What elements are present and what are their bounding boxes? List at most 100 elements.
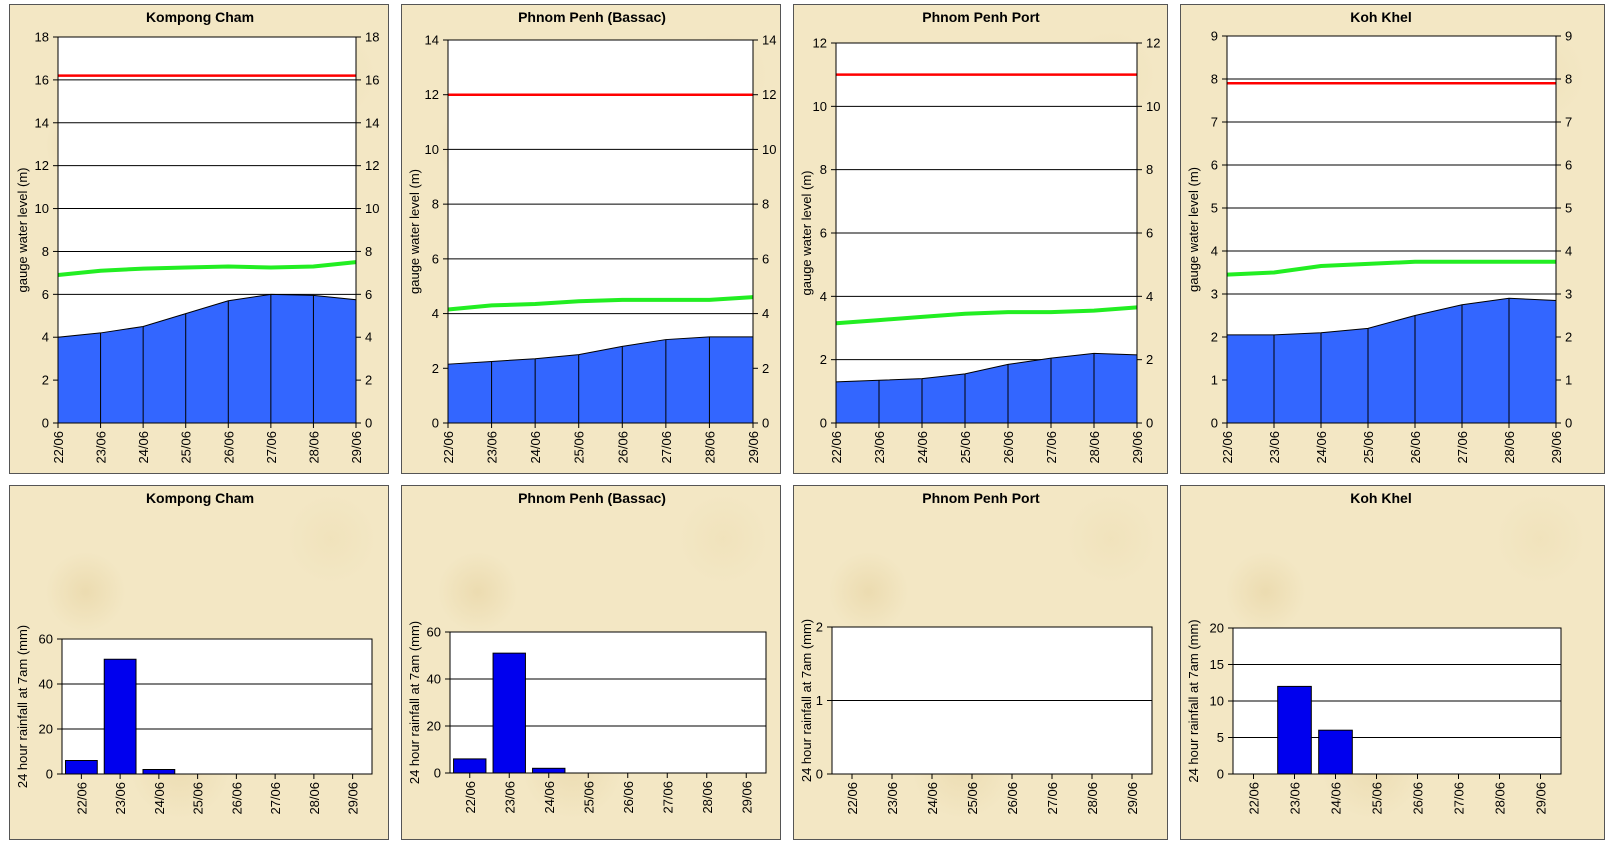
- chart-title: Phnom Penh Port: [922, 9, 1040, 25]
- x-tick-label: 23/06: [885, 782, 900, 815]
- y2-tick-label: 18: [365, 30, 379, 45]
- y2-tick-label: 0: [762, 416, 769, 431]
- y2-tick-label: 2: [1565, 330, 1572, 345]
- x-tick-label: 24/06: [915, 431, 930, 464]
- chart-panel-kompong-cham-rain: Kompong Cham 0 20 40 60 22/06 23/06 24/06 25/06 2…: [9, 485, 389, 840]
- chart-title: Koh Khel: [1350, 490, 1411, 506]
- y2-tick-label: 0: [1146, 416, 1153, 431]
- y2-tick-label: 4: [365, 330, 372, 345]
- x-tick-label: 23/06: [1267, 431, 1282, 464]
- y-tick-label: 0: [1217, 767, 1224, 782]
- plot-frame: [57, 36, 357, 424]
- x-tick-label: 23/06: [872, 431, 887, 464]
- chart-svg: Kompong Cham 0 20 40 60 22/06 23/06 24/06 25/06 2…: [15, 490, 373, 815]
- y-axis-label: gauge water level (m): [1186, 167, 1201, 292]
- y-tick-label: 60: [39, 632, 53, 647]
- chart-svg: Phnom Penh Port 0 0 2 2 4 4 6 6 8 8 10 10 12 12 22/06 23…: [799, 9, 1160, 464]
- x-tick-label: 22/06: [1247, 782, 1262, 815]
- chart-title: Kompong Cham: [146, 490, 254, 506]
- y2-tick-label: 10: [1146, 99, 1160, 114]
- green-level-line: [447, 295, 754, 312]
- x-tick-label: 27/06: [660, 781, 675, 814]
- x-tick-label: 25/06: [1361, 431, 1376, 464]
- y2-tick-label: 1: [1565, 373, 1572, 388]
- chart-panel-koh-khel-level: Koh Khel 0 0 1 1 2 2 3 3 4 4 5 5 6 6 7 7 8 8 9 9 22/06 23/06 24…: [1180, 4, 1605, 474]
- y2-tick-label: 6: [365, 287, 372, 302]
- rainfall-bar: [64, 760, 98, 775]
- x-tick-label: 27/06: [659, 431, 674, 464]
- x-tick-label: 22/06: [51, 431, 66, 464]
- x-tick-label: 26/06: [1411, 782, 1426, 815]
- y-tick-label: 8: [1211, 72, 1218, 87]
- y-tick-label: 7: [1211, 115, 1218, 130]
- x-tick-label: 29/06: [739, 781, 754, 814]
- y2-tick-label: 5: [1565, 201, 1572, 216]
- chart-svg: Phnom Penh (Bassac) 0 0 2 2 4 4 6 6 8 8 10 10 12 12 14 1…: [407, 9, 776, 464]
- green-level-line: [1226, 259, 1556, 277]
- y-tick-label: 2: [820, 352, 827, 367]
- y2-tick-label: 6: [1146, 226, 1153, 241]
- y2-tick-label: 12: [1146, 36, 1160, 51]
- chart-svg: Kompong Cham 0 0 2 2 4 4 6 6 8 8 10 10 12 12 14 14 16 16 18…: [15, 9, 379, 464]
- x-tick-label: 25/06: [179, 431, 194, 464]
- x-tick-label: 26/06: [621, 781, 636, 814]
- chart-panel-phnom-penh-bassac-rain: Phnom Penh (Bassac) 0 20 40 60 22/06 23/06 24/0…: [401, 485, 781, 840]
- y-tick-label: 8: [820, 162, 827, 177]
- x-tick-label: 24/06: [528, 431, 543, 464]
- y2-tick-label: 8: [1565, 72, 1572, 87]
- chart-panel-phnom-penh-bassac-level: Phnom Penh (Bassac) 0 0 2 2 4 4 6 6 8 8 10 10 12 12 14 1…: [401, 4, 781, 474]
- y-tick-label: 12: [425, 87, 439, 102]
- y2-tick-label: 14: [365, 115, 379, 130]
- x-tick-label: 29/06: [1549, 431, 1564, 464]
- y-axis-label: 24 hour rainfall at 7am (mm): [1186, 619, 1201, 782]
- y-tick-label: 18: [35, 30, 49, 45]
- y-tick-label: 0: [46, 767, 53, 782]
- y-tick-label: 40: [427, 672, 441, 687]
- rainfall-bar: [453, 758, 487, 774]
- y-tick-label: 9: [1211, 29, 1218, 44]
- rainfall-bar: [142, 769, 176, 775]
- y-axis-label: 24 hour rainfall at 7am (mm): [15, 625, 30, 788]
- x-tick-label: 29/06: [1130, 431, 1145, 464]
- y-tick-label: 12: [35, 158, 49, 173]
- x-tick-label: 26/06: [229, 782, 244, 815]
- y-tick-label: 4: [432, 306, 439, 321]
- y-tick-label: 60: [427, 625, 441, 640]
- y2-tick-label: 12: [762, 87, 776, 102]
- y-tick-label: 20: [39, 722, 53, 737]
- x-tick-label: 25/06: [572, 431, 587, 464]
- x-tick-label: 24/06: [1329, 782, 1344, 815]
- x-tick-label: 22/06: [463, 781, 478, 814]
- x-tick-label: 27/06: [264, 431, 279, 464]
- y-tick-label: 20: [427, 719, 441, 734]
- plot-frame: [1226, 35, 1557, 424]
- x-tick-label: 27/06: [1045, 782, 1060, 815]
- x-tick-label: 29/06: [349, 431, 364, 464]
- x-tick-label: 26/06: [1408, 431, 1423, 464]
- y-tick-label: 8: [42, 244, 49, 259]
- y-axis-label: gauge water level (m): [15, 168, 30, 293]
- y-tick-label: 14: [35, 115, 49, 130]
- y-tick-label: 6: [820, 226, 827, 241]
- y2-tick-label: 2: [1146, 352, 1153, 367]
- y-tick-label: 5: [1217, 730, 1224, 745]
- x-tick-label: 28/06: [1502, 431, 1517, 464]
- x-tick-label: 27/06: [1455, 431, 1470, 464]
- y2-tick-label: 4: [762, 306, 769, 321]
- y-tick-label: 4: [42, 330, 49, 345]
- y-tick-label: 5: [1211, 201, 1218, 216]
- y2-tick-label: 12: [365, 158, 379, 173]
- y-tick-label: 6: [432, 251, 439, 266]
- x-tick-label: 28/06: [307, 782, 322, 815]
- y-tick-label: 2: [432, 361, 439, 376]
- chart-svg: Phnom Penh Port 0 1 2 22/06 23/06 24/06 25/06 26…: [799, 490, 1153, 815]
- y2-tick-label: 0: [1565, 416, 1572, 431]
- chart-panel-kompong-cham-level: Kompong Cham 0 0 2 2 4 4 6 6 8 8 10 10 12 12 14 14 16 16 18…: [9, 4, 389, 474]
- x-tick-label: 28/06: [1493, 782, 1508, 815]
- rainfall-bar: [1318, 729, 1353, 775]
- y-tick-label: 4: [820, 289, 827, 304]
- y-tick-label: 2: [42, 373, 49, 388]
- y-axis-label: 24 hour rainfall at 7am (mm): [799, 619, 814, 782]
- chart-panel-phnom-penh-port-level: Phnom Penh Port 0 0 2 2 4 4 6 6 8 8 10 10 12 12 22/06 23…: [793, 4, 1168, 474]
- x-tick-label: 27/06: [1044, 431, 1059, 464]
